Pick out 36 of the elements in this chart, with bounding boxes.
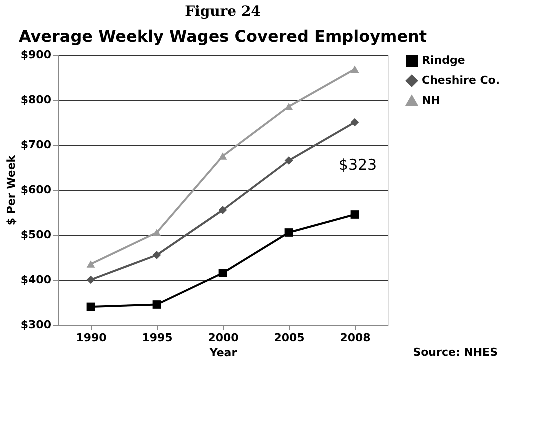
y-tick-label: $500 — [20, 228, 52, 242]
y-tick-label: $600 — [20, 184, 52, 196]
chart-title: Average Weekly Wages Covered Employment — [18, 27, 428, 46]
point — [284, 156, 294, 165]
legend-label: Cheshire Co. — [422, 74, 500, 87]
point — [350, 210, 360, 219]
x-tick-label: 1990 — [76, 332, 108, 344]
annotation: $323 — [338, 156, 378, 174]
point — [86, 302, 96, 312]
point — [86, 260, 96, 268]
point — [152, 251, 162, 260]
caption: Figure 24 — [185, 4, 262, 20]
y-tick-label: $400 — [20, 274, 52, 286]
y-tick-label: $800 — [20, 94, 52, 106]
point — [218, 152, 228, 160]
point — [350, 66, 360, 74]
x-tick-label: 2005 — [274, 332, 305, 344]
point — [218, 206, 228, 214]
x-axis-title: Year — [208, 346, 238, 360]
y-tick-label: $700 — [20, 138, 52, 152]
x-tick-label: 2000 — [208, 332, 240, 344]
legend-label: Rindge — [422, 54, 466, 67]
y-axis-title: $ Per Week — [4, 154, 18, 226]
point — [152, 229, 162, 236]
point — [284, 103, 294, 110]
point — [218, 269, 228, 278]
point — [152, 300, 162, 309]
point — [86, 276, 96, 284]
source-note: Source: NHES — [413, 346, 498, 359]
x-tick-label: 1995 — [142, 332, 173, 344]
y-tick-label: $300 — [20, 318, 52, 332]
legend-label: NH — [422, 94, 440, 107]
point — [350, 118, 360, 127]
x-tick-label: 2008 — [340, 332, 371, 344]
point — [284, 228, 294, 237]
y-tick-label: $900 — [20, 48, 52, 62]
